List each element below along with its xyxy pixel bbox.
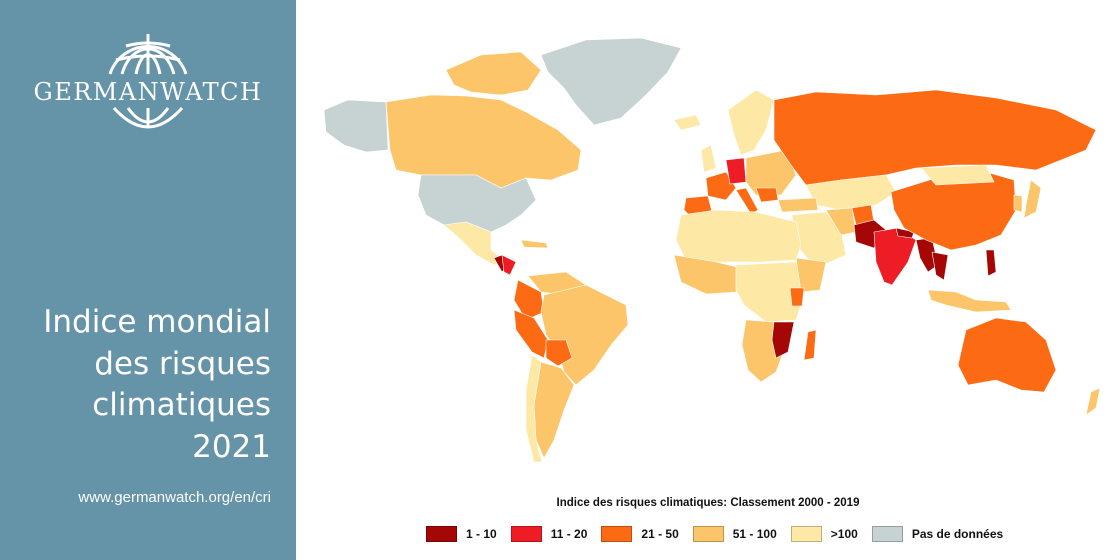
legend-swatch [790,526,822,542]
region-canada-islands [445,51,542,96]
region-peru [513,309,549,359]
region-north-africa [675,209,802,263]
region-mozambique [771,321,795,359]
title-line-4: 2021 [192,428,271,465]
logo-text: GERMANWATCH [33,78,263,106]
legend-swatch [692,526,724,542]
world-map [296,0,1120,490]
legend-item-51-100: 51 - 100 [692,526,777,542]
legend-label: Pas de données [911,527,1004,541]
region-madagascar [803,329,817,361]
website-link[interactable]: www.germanwatch.org/en/cri [78,489,271,506]
region-thailand [931,251,949,281]
region-japan [1023,179,1042,219]
legend-label: >100 [830,527,858,541]
region-kenya [789,287,805,307]
title-line-3: climatiques [92,387,271,424]
legend-swatch [426,526,457,542]
region-france [705,171,737,201]
region-west-africa [673,254,742,295]
region-greenland [540,37,682,126]
legend-item-11-20: 11 - 20 [510,526,588,542]
globe-icon [108,34,188,75]
world-map-svg [323,37,1101,463]
region-canada [385,94,582,189]
region-balkans [755,187,779,203]
region-philippines [985,249,997,277]
region-horn-of-africa [795,257,827,293]
globe-bottom-icon [112,106,184,129]
region-chile [525,354,543,463]
region-italy [735,187,759,215]
region-korea [1013,194,1023,213]
region-nepal [895,227,915,239]
region-iceland [673,114,702,131]
region-scandinavia [727,89,775,156]
region-honduras [501,254,517,276]
region-bolivia [545,339,573,367]
legend-item-over-100: >100 [790,526,858,542]
legend-title: Indice des risques climatiques: Classeme… [556,497,860,509]
region-turkey [777,197,819,213]
region-new-zealand [1085,387,1101,416]
legend-item-21-50: 21 - 50 [601,526,679,542]
region-caribbean [520,239,549,249]
region-usa [417,174,537,233]
region-uk [700,144,717,173]
legend-label: 1 - 10 [466,527,497,541]
legend-label: 51 - 100 [732,527,777,541]
legend-swatch [871,526,903,542]
legend-label: 21 - 50 [641,527,679,541]
legend-item-no-data: Pas de données [871,526,1004,542]
legend-label: 11 - 20 [550,527,588,541]
map-legend: 1 - 10 11 - 20 21 - 50 51 - 100 >100 Pas… [426,526,1017,542]
title-line-2: des risques [94,345,271,382]
region-colombia [513,279,545,321]
sidebar: GERMANWATCH Indice mondial des risques c… [0,0,296,560]
region-alaska [323,99,389,153]
region-indonesia [927,289,1012,313]
title-line-1: Indice mondial [43,304,271,340]
region-central-asia [805,174,897,211]
legend-swatch [601,526,633,542]
legend-swatch [510,526,542,542]
germanwatch-logo: GERMANWATCH [0,30,296,134]
region-mongolia [920,164,995,186]
page-title: Indice mondial des risques climatiques 2… [1,302,271,468]
region-australia [957,317,1057,393]
legend-item-1-10: 1 - 10 [426,526,497,542]
